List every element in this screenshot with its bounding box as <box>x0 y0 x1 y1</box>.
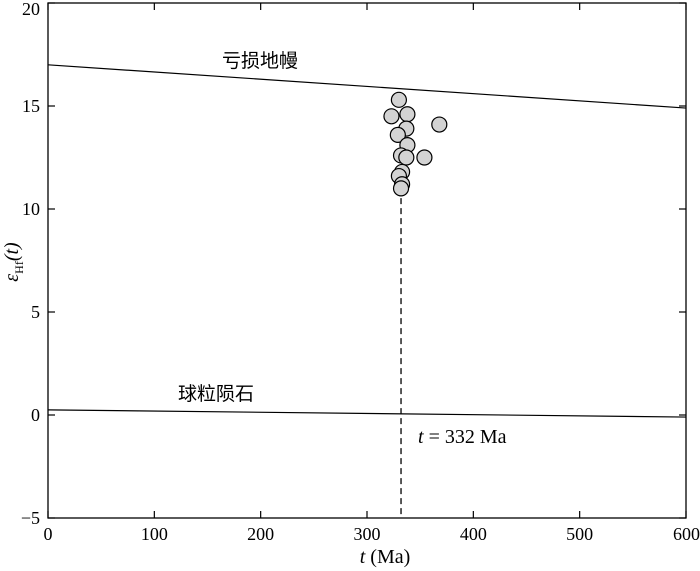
x-tick-label: 600 <box>673 524 700 544</box>
age-annotation: t = 332 Ma <box>418 426 507 448</box>
y-tick-label: 0 <box>31 405 40 425</box>
y-tick-label: 5 <box>31 302 40 322</box>
plot-area <box>47 2 687 519</box>
chondrite-label: 球粒陨石 <box>178 383 254 405</box>
data-point <box>416 149 433 166</box>
y-tick-label: 15 <box>22 96 40 116</box>
chondrite-line <box>47 409 687 418</box>
depleted-mantle-label: 亏损地幔 <box>222 50 298 72</box>
x-axis-title: t (Ma) <box>360 546 411 568</box>
data-point <box>390 91 407 108</box>
data-point <box>383 108 400 125</box>
plot-frame <box>47 2 687 519</box>
x-tick-label: 100 <box>141 524 168 544</box>
x-tick-label: 500 <box>566 524 593 544</box>
data-point <box>399 106 416 123</box>
y-axis-title: εHf(t) <box>1 242 26 282</box>
depleted-mantle-line <box>47 64 687 109</box>
data-point <box>398 149 415 166</box>
x-tick-label: 200 <box>247 524 274 544</box>
y-tick-label: 10 <box>22 199 40 219</box>
x-tick-label: 300 <box>354 524 381 544</box>
data-point <box>392 180 410 197</box>
x-tick-label: 0 <box>44 524 53 544</box>
data-point <box>389 126 406 143</box>
axis-ticks <box>47 2 687 519</box>
x-tick-label: 400 <box>460 524 487 544</box>
data-point <box>431 116 448 133</box>
y-tick-label: 20 <box>22 0 40 19</box>
y-tick-label: −5 <box>21 508 40 528</box>
